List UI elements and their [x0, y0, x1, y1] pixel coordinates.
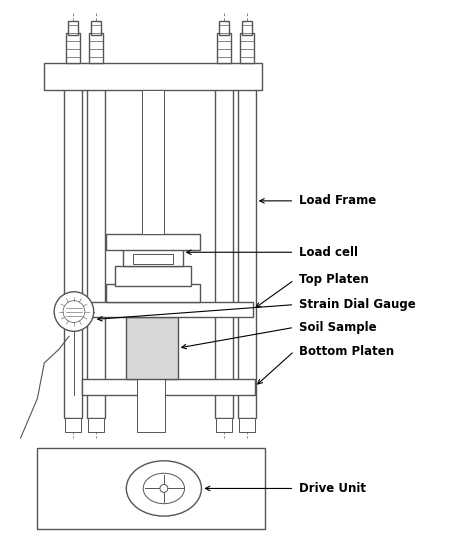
Bar	[44, 62, 262, 90]
Bar	[216, 418, 232, 432]
Bar	[70, 307, 78, 316]
Bar	[89, 33, 102, 62]
Bar	[85, 301, 253, 317]
Text: Top Platen: Top Platen	[299, 274, 369, 287]
Bar	[65, 418, 81, 432]
Bar	[126, 317, 178, 379]
Bar	[133, 254, 173, 264]
Circle shape	[63, 301, 85, 322]
Bar	[106, 284, 201, 301]
Text: Load Frame: Load Frame	[299, 194, 376, 207]
Bar	[64, 80, 82, 418]
Text: Bottom Platen: Bottom Platen	[299, 345, 394, 358]
Bar	[215, 80, 233, 418]
Ellipse shape	[143, 473, 184, 504]
Bar	[217, 33, 231, 62]
Bar	[87, 80, 105, 418]
Bar	[123, 248, 182, 266]
Circle shape	[160, 485, 168, 492]
Bar	[137, 379, 165, 432]
Bar	[219, 21, 229, 35]
Bar	[116, 266, 191, 286]
Bar	[242, 21, 252, 35]
Text: Load cell: Load cell	[299, 246, 358, 259]
Bar	[82, 379, 255, 394]
Bar	[68, 21, 78, 35]
Bar	[106, 235, 201, 251]
Bar	[238, 80, 256, 418]
Circle shape	[54, 292, 94, 331]
Bar	[37, 448, 264, 529]
Ellipse shape	[126, 461, 201, 516]
Bar	[91, 21, 100, 35]
Bar	[88, 418, 104, 432]
Bar	[240, 33, 254, 62]
Text: Strain Dial Gauge: Strain Dial Gauge	[299, 298, 416, 311]
Bar	[239, 418, 255, 432]
Text: Drive Unit: Drive Unit	[299, 482, 366, 495]
Bar	[142, 90, 164, 235]
Text: Soil Sample: Soil Sample	[299, 321, 377, 334]
Bar	[66, 33, 80, 62]
